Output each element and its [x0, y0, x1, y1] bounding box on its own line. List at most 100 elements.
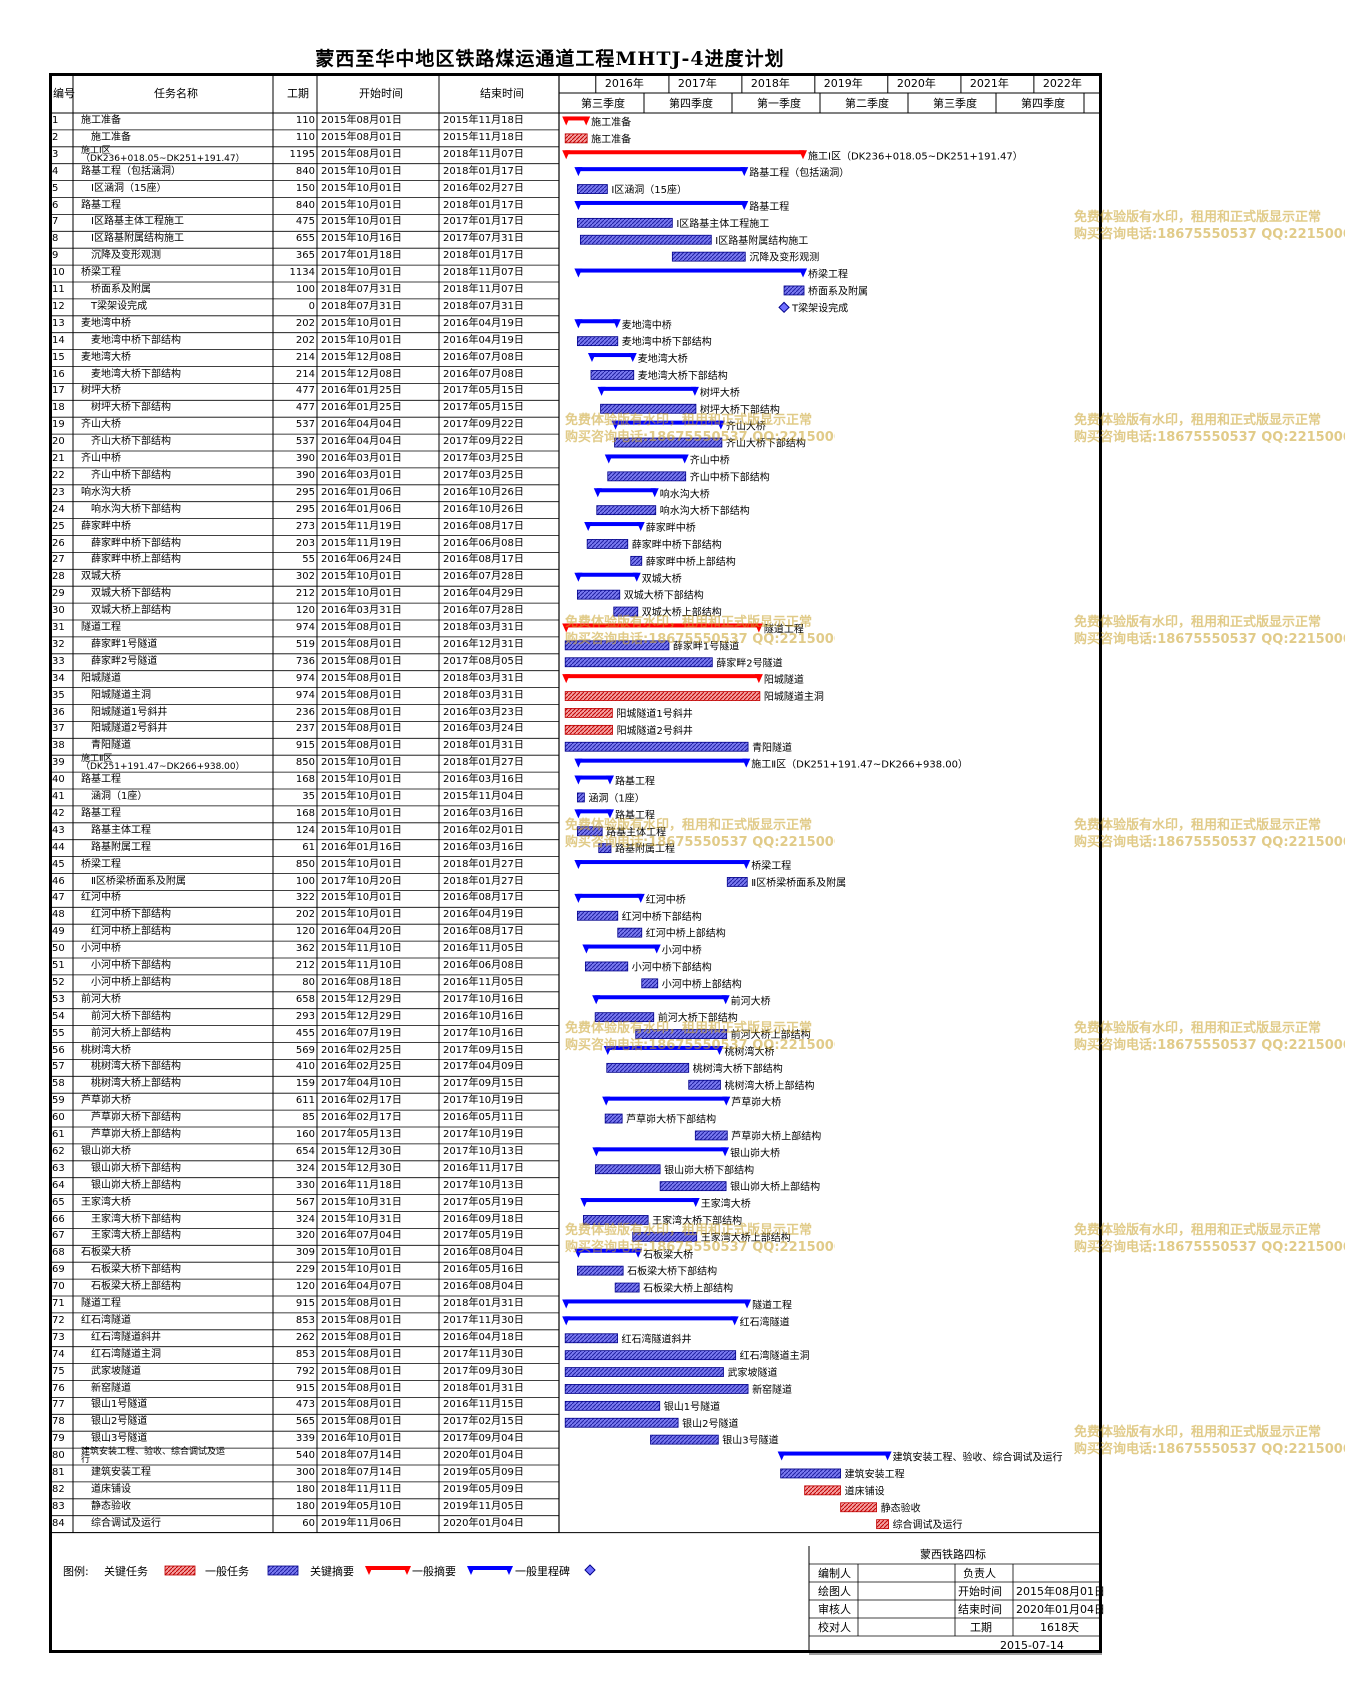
watermark: 免费体验版有水印，租用和正式版显示正常 购买咨询电话:18675550537 QQ… — [1074, 1222, 1345, 1256]
task-start: 2015年12月08日 — [321, 351, 402, 363]
watermark-line: 免费体验版有水印，租用和正式版显示正常 — [1074, 413, 1322, 428]
task-id: 72 — [52, 1314, 65, 1326]
task-name: 施工Ⅱ区（DK251+191.47~DK266+938.00） — [81, 754, 245, 773]
task-duration: 322 — [295, 892, 315, 904]
task-duration: 974 — [295, 672, 315, 684]
task-end: 2016年02月27日 — [443, 182, 524, 194]
task-id: 26 — [52, 537, 65, 549]
task-end: 2017年01月17日 — [443, 216, 524, 228]
task-id: 51 — [52, 960, 65, 971]
task-duration: 202 — [295, 909, 315, 921]
task-duration: 840 — [295, 199, 315, 211]
task-name: 隧道工程 — [81, 1298, 121, 1309]
task-duration: 295 — [295, 486, 315, 498]
info-end-label: 结束时间 — [958, 1603, 1002, 1616]
watermark-line: 购买咨询电话:18675550537 QQ:22150066 — [565, 1240, 835, 1255]
task-id: 31 — [52, 622, 65, 633]
task-end: 2016年11月05日 — [443, 943, 524, 955]
task-end: 2018年01月17日 — [443, 165, 524, 177]
task-id: 83 — [52, 1500, 65, 1512]
task-start: 2016年04月07日 — [321, 1281, 402, 1293]
task-duration: 1195 — [289, 148, 315, 160]
task-end: 2016年05月16日 — [443, 1264, 524, 1276]
task-duration: 475 — [295, 216, 315, 228]
task-id: 12 — [52, 300, 65, 312]
task-end: 2016年03月23日 — [443, 706, 524, 718]
task-end: 2018年01月31日 — [443, 1382, 524, 1394]
info-duration-label: 工期 — [970, 1621, 992, 1634]
task-name: 路基主体工程 — [91, 824, 151, 836]
task-id: 42 — [52, 807, 65, 819]
task-duration: 477 — [295, 402, 315, 414]
task-name: 石板梁大桥 — [81, 1247, 131, 1259]
task-name: Ⅰ区涵洞（15座） — [91, 182, 167, 194]
task-id: 11 — [52, 284, 65, 295]
watermark-line: 购买咨询电话:18675550537 QQ:22150066 — [565, 430, 835, 445]
task-duration: 915 — [295, 740, 315, 752]
info-owner-label: 负责人 — [963, 1567, 996, 1580]
task-id: 15 — [52, 351, 65, 363]
task-name: 桃树湾大桥上部结构 — [91, 1078, 181, 1090]
watermark: 免费体验版有水印，租用和正式版显示正常 购买咨询电话:18675550537 QQ… — [1074, 412, 1345, 446]
task-duration: 473 — [295, 1399, 315, 1411]
task-id: 28 — [52, 571, 65, 583]
task-duration: 0 — [308, 300, 315, 312]
task-id: 41 — [52, 791, 65, 802]
task-end: 2018年01月27日 — [443, 875, 524, 887]
task-id: 20 — [52, 436, 65, 448]
task-end: 2016年08月17日 — [443, 520, 524, 532]
task-duration: 655 — [295, 233, 315, 245]
task-duration: 273 — [295, 520, 315, 532]
task-end: 2016年04月19日 — [443, 909, 524, 921]
task-duration: 654 — [295, 1145, 315, 1157]
task-id: 46 — [52, 875, 65, 887]
task-name: 王家湾大桥 — [81, 1196, 131, 1208]
task-name: 路基工程 — [81, 199, 121, 211]
task-id: 54 — [52, 1010, 65, 1022]
task-duration: 1134 — [289, 267, 315, 279]
task-name: 红石湾隧道 — [81, 1314, 131, 1326]
task-start: 2018年07月31日 — [321, 300, 402, 312]
task-duration: 567 — [295, 1196, 315, 1208]
task-name: Ⅰ区路基附属结构施工 — [91, 233, 184, 245]
task-start: 2016年03月31日 — [321, 605, 402, 617]
task-name: 麦地湾中桥 — [81, 317, 131, 329]
task-duration: 611 — [295, 1095, 315, 1107]
task-end: 2016年04月19日 — [443, 334, 524, 346]
task-start: 2015年10月01日 — [321, 182, 402, 194]
task-end: 2017年05月15日 — [443, 385, 524, 397]
task-id: 22 — [52, 469, 65, 481]
task-id: 5 — [52, 182, 59, 194]
task-id: 4 — [52, 165, 59, 177]
task-end: 2017年10月16日 — [443, 1027, 524, 1039]
task-duration: 150 — [295, 182, 315, 194]
task-name: 银山峁大桥上部结构 — [91, 1179, 181, 1191]
task-start: 2017年10月20日 — [321, 875, 402, 887]
task-start: 2015年10月01日 — [321, 267, 402, 279]
task-end: 2017年02月15日 — [443, 1416, 524, 1428]
task-start: 2015年10月01日 — [321, 1247, 402, 1259]
task-id: 66 — [52, 1213, 65, 1225]
task-duration: 792 — [295, 1365, 315, 1377]
task-name: 齐山大桥下部结构 — [91, 436, 171, 448]
task-start: 2015年08月01日 — [321, 706, 402, 718]
task-start: 2015年10月01日 — [321, 588, 402, 600]
task-duration: 362 — [295, 943, 315, 955]
task-name: 前河大桥下部结构 — [91, 1010, 171, 1022]
task-duration: 390 — [295, 453, 315, 464]
info-start-label: 开始时间 — [958, 1585, 1002, 1598]
task-duration: 60 — [302, 1517, 315, 1529]
watermark-line: 免费体验版有水印，租用和正式版显示正常 — [1074, 1223, 1322, 1238]
task-duration: 330 — [295, 1179, 315, 1191]
task-start: 2015年12月29日 — [321, 993, 402, 1005]
task-start: 2015年10月01日 — [321, 165, 402, 177]
task-end: 2017年04月09日 — [443, 1061, 524, 1073]
task-id: 16 — [52, 368, 65, 380]
task-name: 武家坡隧道 — [91, 1365, 141, 1377]
task-duration: 212 — [295, 960, 315, 971]
task-id: 82 — [52, 1483, 65, 1495]
task-id: 8 — [52, 233, 59, 245]
col-header-id: 编号 — [53, 87, 75, 100]
task-end: 2017年09月04日 — [443, 1433, 524, 1445]
task-end: 2016年04月18日 — [443, 1331, 524, 1343]
